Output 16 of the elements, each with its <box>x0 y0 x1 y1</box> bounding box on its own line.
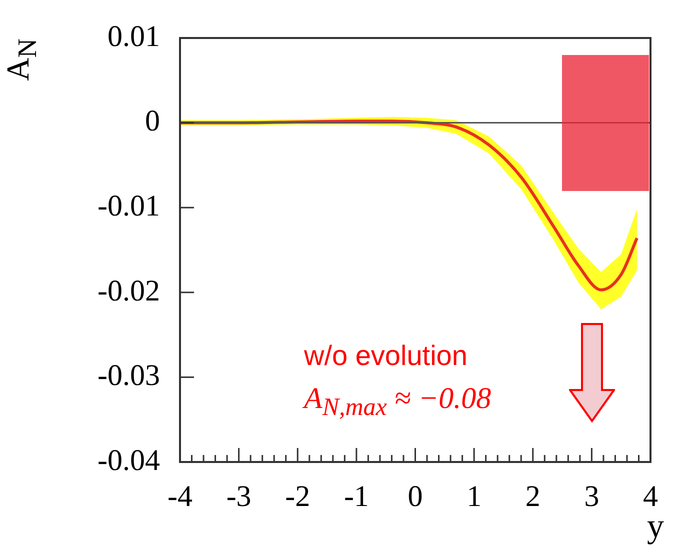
x-tick-label: 2 <box>525 480 540 513</box>
x-tick-label: -2 <box>285 480 310 513</box>
y-tick-label: -0.01 <box>98 189 160 222</box>
y-tick-label: -0.04 <box>98 444 160 477</box>
y-tick-label: -0.02 <box>98 274 160 308</box>
x-tick-label: 1 <box>466 480 482 513</box>
x-tick-label: 3 <box>584 480 600 513</box>
x-tick-label: -4 <box>168 480 192 513</box>
y-tick-label: 0.01 <box>108 20 160 53</box>
x-tick-label: 0 <box>408 480 423 513</box>
x-tick-label: -1 <box>344 480 369 513</box>
annotation: A$_{N,max}$ ≈ −0.08 <box>304 382 492 422</box>
y-tick-label: -0.03 <box>98 359 160 392</box>
annotation: w/o evolution <box>304 340 468 372</box>
x-tick-label: -3 <box>226 480 252 513</box>
y-tick-label: 0 <box>145 104 160 138</box>
